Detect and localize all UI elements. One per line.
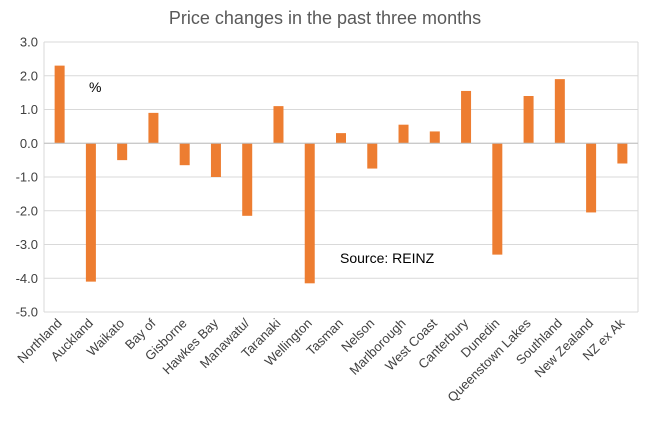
unit-label: % (89, 79, 101, 95)
bar (242, 143, 253, 216)
bar (554, 79, 565, 144)
y-tick-label: -1.0 (16, 170, 38, 185)
y-tick-label: -4.0 (16, 271, 38, 286)
y-tick-label: 1.0 (20, 102, 38, 117)
y-tick-label: 2.0 (20, 68, 38, 83)
bar (273, 106, 284, 144)
y-tick-label: 0.0 (20, 136, 38, 151)
y-tick-label: -2.0 (16, 203, 38, 218)
bar (429, 131, 440, 144)
bar (586, 143, 597, 213)
chart-title: Price changes in the past three months (169, 8, 481, 28)
bar (179, 143, 190, 166)
source-note: Source: REINZ (340, 250, 435, 266)
bar (492, 143, 503, 255)
y-axis-ticks: 3.0 2.0 1.0 0.0 -1.0 -2.0 -3.0 -4.0 -5.0 (16, 35, 38, 320)
bar (148, 112, 159, 144)
bar (54, 65, 65, 144)
bar (304, 143, 315, 284)
bar (523, 96, 534, 144)
bar (85, 143, 96, 282)
grid-lines (43, 41, 639, 313)
bar (398, 124, 409, 144)
bar (336, 133, 346, 144)
bar (461, 90, 472, 144)
bar (210, 143, 221, 177)
bar (617, 143, 628, 164)
y-tick-label: -3.0 (16, 237, 38, 252)
bar (367, 143, 378, 169)
bar (117, 143, 128, 161)
y-tick-label: -5.0 (16, 305, 38, 320)
y-tick-label: 3.0 (20, 35, 38, 50)
bars (54, 65, 628, 284)
